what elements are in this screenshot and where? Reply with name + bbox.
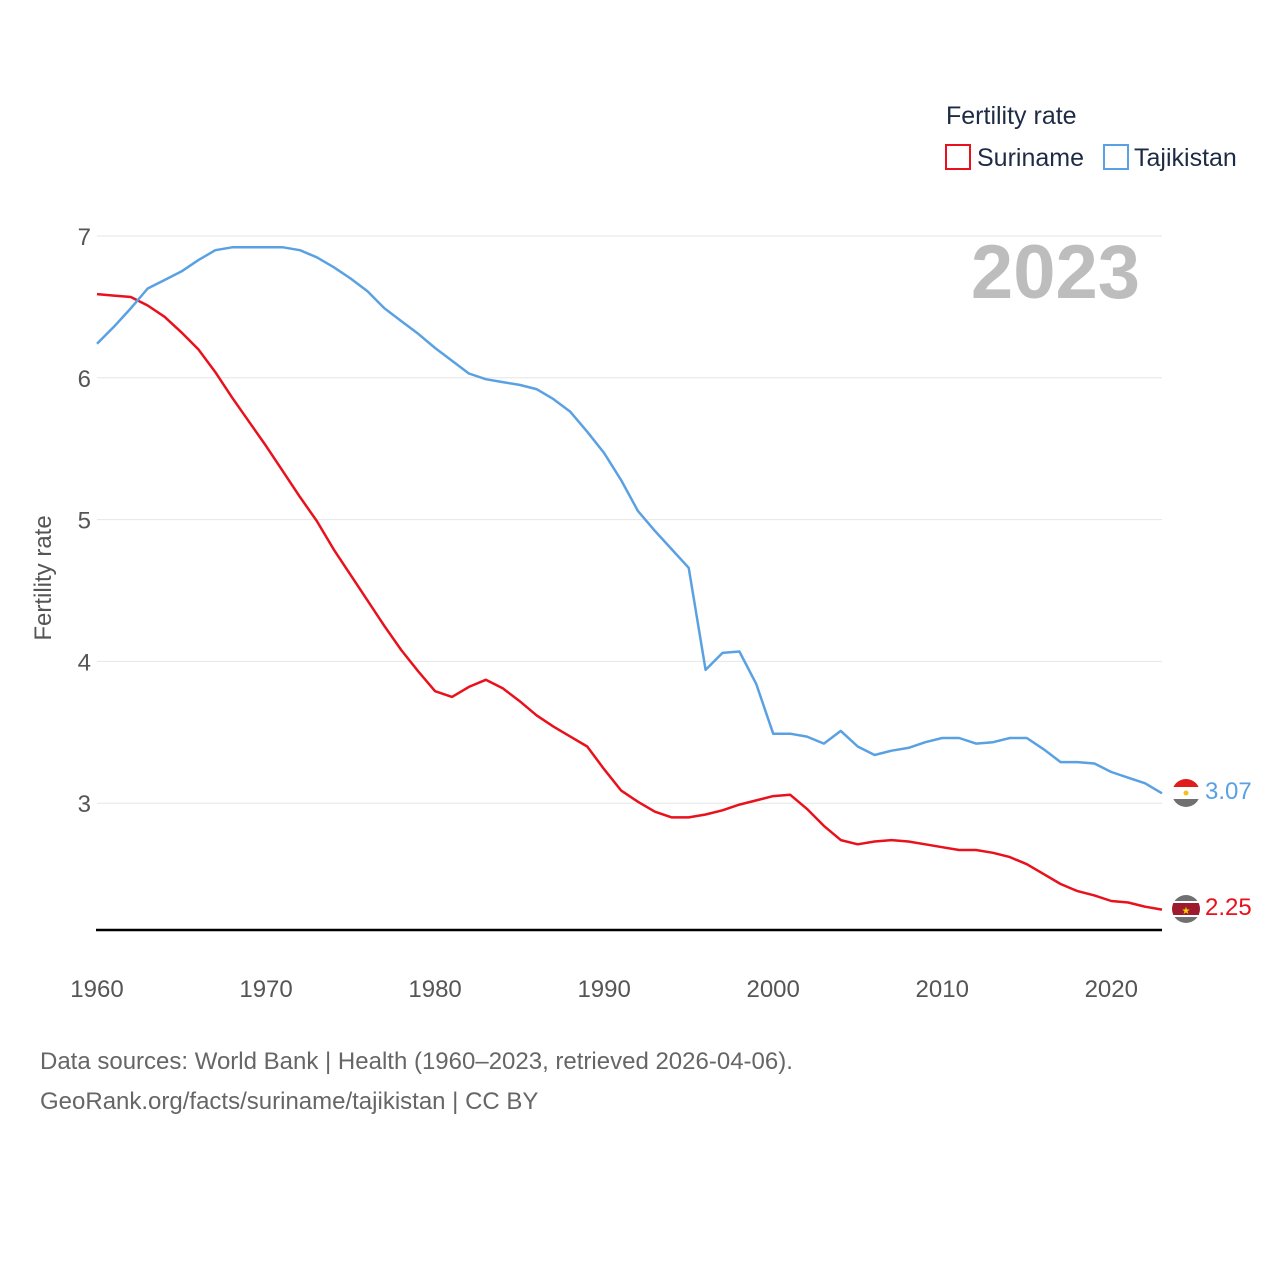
- legend-item-tajikistan[interactable]: Tajikistan: [1103, 144, 1237, 172]
- series-group: [96, 246, 1163, 911]
- line-chart: Fertility rate Suriname Tajikistan 3 4 5 6 7…: [30, 102, 1252, 1003]
- legend-swatch-suriname: [945, 144, 971, 170]
- x-tick-label: 1970: [239, 976, 292, 1003]
- data-source-footer: Data sources: World Bank | Health (1960–…: [40, 1042, 793, 1122]
- legend-swatch-tajikistan: [1103, 144, 1129, 170]
- flag-suriname-icon: ★: [1172, 895, 1200, 923]
- series-line-suriname[interactable]: [96, 292, 1163, 911]
- legend-label-tajikistan: Tajikistan: [1134, 144, 1237, 172]
- y-axis-title: Fertility rate: [30, 515, 57, 640]
- legend-item-suriname[interactable]: Suriname: [945, 144, 1084, 172]
- x-tick-label: 1990: [577, 976, 630, 1003]
- x-tick-label: 1980: [408, 976, 461, 1003]
- series-line-tajikistan[interactable]: [96, 246, 1163, 795]
- current-year-label: 2023: [971, 230, 1140, 315]
- flag-tajikistan-icon: [1172, 779, 1200, 807]
- svg-text:★: ★: [1182, 906, 1191, 917]
- x-axis-ticks: 1960 1970 1980 1990 2000 2010 2020: [70, 976, 1138, 1003]
- y-tick-label: 4: [78, 649, 91, 676]
- legend-label-suriname: Suriname: [977, 144, 1084, 172]
- x-tick-label: 2000: [746, 976, 799, 1003]
- y-tick-label: 5: [78, 508, 91, 535]
- y-tick-label: 7: [78, 224, 91, 251]
- x-tick-label: 1960: [70, 976, 123, 1003]
- y-tick-label: 6: [78, 366, 91, 393]
- gridlines: [97, 235, 1162, 804]
- attribution-link[interactable]: GeoRank.org/facts/suriname/tajikistan | …: [40, 1088, 539, 1115]
- x-tick-label: 2020: [1085, 976, 1138, 1003]
- end-value-tajikistan: 3.07: [1205, 778, 1252, 805]
- x-tick-label: 2010: [916, 976, 969, 1003]
- y-tick-label: 3: [78, 791, 91, 818]
- source-line: Data sources: World Bank | Health (1960–…: [40, 1048, 793, 1075]
- legend-title: Fertility rate: [946, 102, 1077, 130]
- end-value-suriname: 2.25: [1205, 894, 1252, 921]
- y-axis-ticks: 3 4 5 6 7: [78, 224, 91, 818]
